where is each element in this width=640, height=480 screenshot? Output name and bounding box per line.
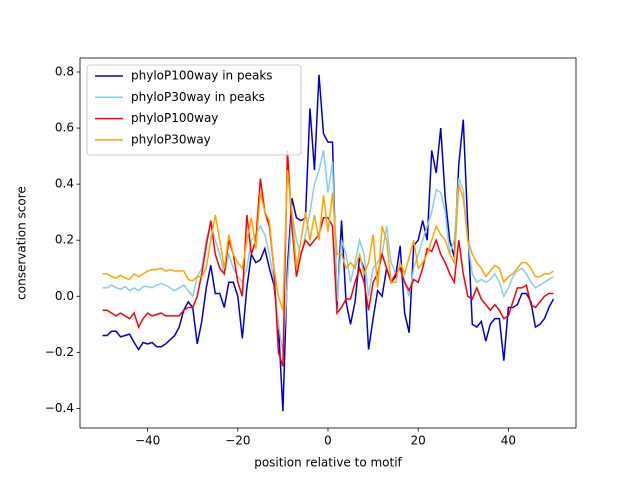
series-line <box>102 150 554 353</box>
x-tick-label: −20 <box>225 434 250 448</box>
legend-label: phyloP100way in peaks <box>131 69 273 83</box>
y-tick-label: 0.0 <box>55 289 74 303</box>
series-line <box>102 170 554 311</box>
y-axis-label: conservation score <box>15 186 29 300</box>
y-tick-label: −0.2 <box>45 345 74 359</box>
legend-label: phyloP30way in peaks <box>131 90 265 104</box>
plot-frame <box>79 57 577 429</box>
y-tick-label: 0.8 <box>55 65 74 79</box>
x-tick-label: 40 <box>501 434 516 448</box>
legend-box <box>86 64 302 156</box>
series-line <box>102 74 555 412</box>
y-tick-label: 0.6 <box>55 121 74 135</box>
y-tick-label: 0.4 <box>55 177 74 191</box>
y-tick-label: 0.2 <box>55 233 74 247</box>
x-tick-label: 0 <box>324 434 332 448</box>
legend-label: phyloP30way <box>131 132 211 146</box>
x-axis-label: position relative to motif <box>254 456 402 470</box>
series-line <box>102 150 554 367</box>
y-tick-label: −0.4 <box>45 401 74 415</box>
x-tick-label: −40 <box>135 434 160 448</box>
legend-label: phyloP100way <box>131 111 218 125</box>
x-tick-label: 20 <box>411 434 426 448</box>
